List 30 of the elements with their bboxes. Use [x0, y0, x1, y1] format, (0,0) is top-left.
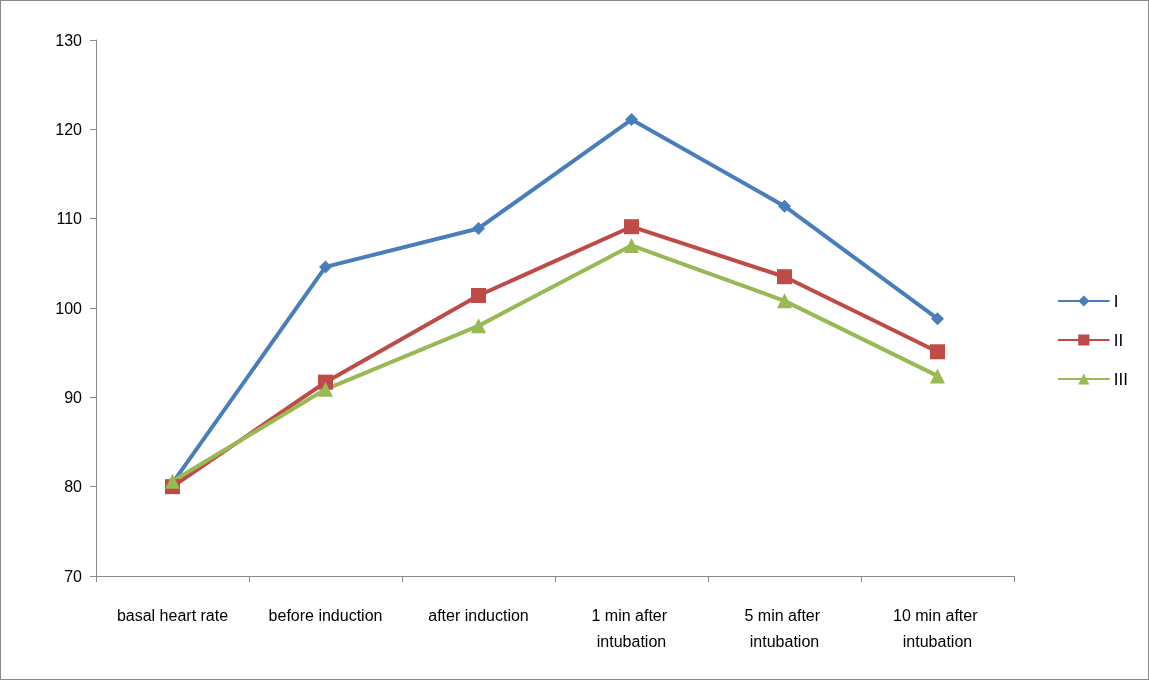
- point: [319, 260, 332, 274]
- y-tick-label: 80: [64, 478, 83, 496]
- point: [625, 113, 638, 127]
- legend-label: II: [1113, 330, 1124, 350]
- point: [318, 381, 333, 397]
- legend-label: III: [1113, 369, 1128, 389]
- point: [931, 312, 944, 326]
- point: [778, 199, 791, 213]
- x-tick-label: before induction: [268, 606, 383, 624]
- y-tick-label: 130: [55, 31, 83, 49]
- x-tick-label: basal heart rate: [116, 606, 229, 624]
- point: [777, 293, 792, 309]
- point: [471, 318, 486, 334]
- y-tick-label: 100: [55, 299, 83, 317]
- point: [930, 368, 945, 384]
- point: [930, 344, 945, 360]
- legend-label: I: [1113, 291, 1119, 311]
- x-tick-label: after induction: [428, 606, 529, 624]
- point: [624, 237, 639, 253]
- y-tick-label: 120: [55, 120, 83, 138]
- y-tick-label: 110: [56, 210, 83, 228]
- y-tick-label: 70: [64, 567, 83, 585]
- point: [471, 287, 486, 303]
- y-tick-label: 90: [64, 388, 83, 406]
- point: [624, 219, 639, 235]
- x-tick-label: 5 min after intubation: [744, 606, 825, 650]
- point: [777, 269, 792, 285]
- point: [472, 221, 485, 235]
- x-tick-label: 10 min after intubation: [893, 606, 982, 650]
- x-tick-label: 1 min after intubation: [591, 606, 672, 650]
